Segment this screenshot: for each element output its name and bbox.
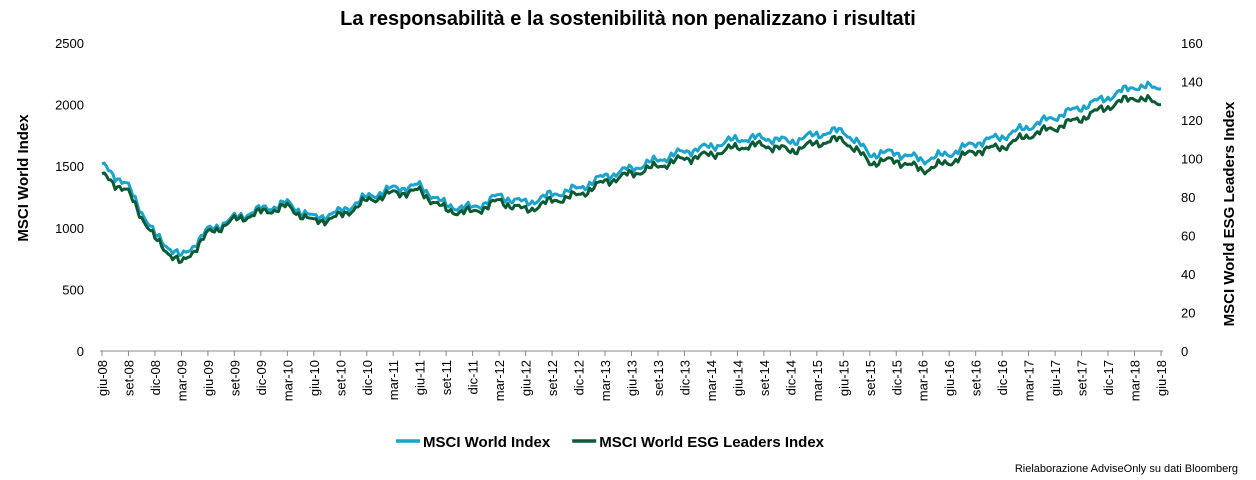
x-tick-label: set-14	[757, 360, 772, 396]
x-tick-label: dic-08	[148, 360, 163, 395]
series-layer	[101, 80, 1162, 265]
y-axis-title: MSCI World Index	[15, 114, 32, 242]
x-tick-label: giu-13	[625, 360, 640, 396]
x-tick-label: set-15	[863, 360, 878, 396]
x-tick-label: dic-13	[677, 360, 692, 395]
y2-tick-label: 100	[1181, 152, 1203, 167]
y2-axis-title: MSCI World ESG Leaders Index	[1221, 101, 1238, 326]
y2-tick-label: 140	[1181, 75, 1203, 90]
legend: MSCI World Index MSCI World ESG Leaders I…	[396, 434, 825, 451]
x-tick-label: dic-10	[360, 360, 375, 395]
x-tick-label: set-10	[333, 360, 348, 396]
y2-tick-label: 60	[1181, 229, 1195, 244]
x-tick-label: giu-11	[413, 360, 428, 395]
x-tick-label: mar-16	[916, 360, 931, 401]
x-tick-label: giu-18	[1154, 360, 1169, 396]
x-tick-label: mar-13	[598, 360, 613, 401]
x-tick-label: mar-12	[492, 360, 507, 401]
x-tick-label: mar-09	[174, 360, 189, 401]
y-axis-ticks: 0 500 1000 1500 2000 2500	[55, 36, 84, 359]
y-tick-label: 500	[62, 282, 84, 297]
source-note: Rielaborazione AdviseOnly su dati Bloomb…	[1015, 463, 1238, 475]
y2-tick-label: 0	[1181, 344, 1188, 359]
legend-label-2: MSCI World ESG Leaders Index	[599, 434, 824, 451]
x-tick-label: set-09	[227, 360, 242, 396]
chart-title: La responsabilità e la sostenibilità non…	[340, 8, 916, 30]
x-tick-label: mar-10	[280, 360, 295, 401]
x-tick-label: mar-14	[704, 360, 719, 401]
x-tick-label: mar-18	[1128, 360, 1143, 401]
x-tick-label: set-12	[545, 360, 560, 396]
y-tick-label: 2500	[55, 36, 84, 51]
x-tick-label: dic-12	[572, 360, 587, 395]
x-axis-ticks: giu-08 set-08 dic-08 mar-09 giu-09 set-09 dic-…	[95, 351, 1169, 401]
series-line-2	[101, 94, 1162, 265]
x-tick-label: mar-11	[386, 360, 401, 400]
y2-axis-ticks: 0 20 40 60 80 100 120 140 160	[1181, 36, 1203, 359]
x-tick-label: giu-14	[730, 360, 745, 396]
x-tick-label: giu-09	[201, 360, 216, 396]
x-tick-label: set-13	[651, 360, 666, 396]
x-tick-label: giu-10	[307, 360, 322, 396]
x-tick-label: dic-17	[1101, 360, 1116, 395]
legend-label-1: MSCI World Index	[423, 434, 551, 451]
y-tick-label: 1000	[55, 221, 84, 236]
x-tick-label: set-17	[1075, 360, 1090, 396]
x-tick-label: set-16	[969, 360, 984, 396]
x-tick-label: set-11	[439, 360, 454, 395]
x-tick-label: giu-12	[519, 360, 534, 396]
y-tick-label: 1500	[55, 159, 84, 174]
x-tick-label: mar-15	[810, 360, 825, 401]
x-tick-label: dic-15	[889, 360, 904, 395]
y2-tick-label: 120	[1181, 113, 1203, 128]
x-tick-label: mar-17	[1022, 360, 1037, 401]
y2-tick-label: 80	[1181, 190, 1195, 205]
y-tick-label: 0	[77, 344, 84, 359]
x-tick-label: dic-14	[783, 360, 798, 395]
y2-tick-label: 160	[1181, 36, 1203, 51]
x-tick-label: dic-09	[254, 360, 269, 395]
x-tick-label: giu-17	[1048, 360, 1063, 396]
x-tick-label: giu-16	[942, 360, 957, 396]
x-tick-label: dic-16	[995, 360, 1010, 395]
y2-tick-label: 40	[1181, 267, 1195, 282]
y-tick-label: 2000	[55, 98, 84, 113]
x-tick-label: set-08	[121, 360, 136, 396]
y2-tick-label: 20	[1181, 306, 1195, 321]
x-tick-label: giu-15	[836, 360, 851, 396]
x-tick-label: dic-11	[466, 360, 481, 394]
series-line-1	[101, 80, 1162, 258]
x-tick-label: giu-08	[95, 360, 110, 396]
